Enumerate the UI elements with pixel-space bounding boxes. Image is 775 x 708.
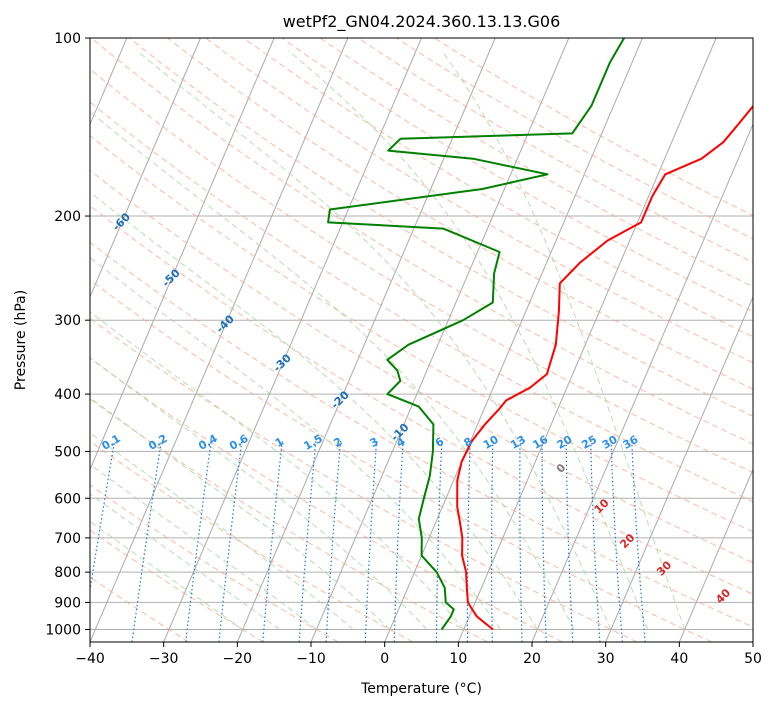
mixing-ratio-line xyxy=(565,440,574,642)
x-tick-label: −10 xyxy=(296,651,326,667)
y-axis-label: Pressure (hPa) xyxy=(13,290,29,390)
isotherm-line xyxy=(457,38,717,642)
mixing-ratio-line xyxy=(519,440,523,642)
moist-adiabat xyxy=(90,311,465,630)
dry-adiabat xyxy=(90,357,563,642)
moist-adiabat xyxy=(441,50,686,630)
dry-adiabat xyxy=(205,38,753,364)
dry-adiabat xyxy=(90,68,753,474)
dry-adiabat xyxy=(90,101,753,503)
isotherm-line xyxy=(531,123,753,642)
y-tick-label: 1000 xyxy=(45,622,81,638)
x-tick-label: 20 xyxy=(523,651,541,667)
mixing-ratio-line xyxy=(466,440,471,642)
dry-adiabat xyxy=(90,38,753,445)
dry-adiabat xyxy=(243,38,753,338)
mixing-ratio-line xyxy=(185,440,212,642)
temperature-profile-line xyxy=(456,104,753,631)
moist-adiabat xyxy=(90,256,501,630)
plot-frame xyxy=(89,37,754,643)
axes: −40 −30 −20 −10 0 10 20 30 40 50 100 200 300 400 500 60… xyxy=(45,31,762,667)
mixing-ratio-line xyxy=(393,440,404,642)
x-tick-label: 40 xyxy=(670,651,688,667)
y-tick-label: 100 xyxy=(54,31,81,47)
mixing-ratio-line xyxy=(131,440,162,642)
dry-adiabat xyxy=(90,205,753,595)
y-tick-label: 600 xyxy=(54,491,81,507)
isotherm-line xyxy=(163,38,422,642)
x-tick-label: −30 xyxy=(149,651,179,667)
dewpoint-profile-line xyxy=(327,38,625,631)
y-tick-label: 200 xyxy=(54,209,81,225)
y-tick-label: 700 xyxy=(54,531,81,547)
x-tick-label: 30 xyxy=(597,651,615,667)
mixing-ratio-line xyxy=(218,440,243,642)
isotherm-line xyxy=(90,38,349,642)
y-tick-label: 500 xyxy=(54,444,81,460)
mixing-ratio-line xyxy=(298,440,317,642)
mixing-ratio-line xyxy=(325,440,342,642)
moist-adiabat xyxy=(90,191,538,630)
y-tick-label: 400 xyxy=(54,387,81,403)
dry-adiabat xyxy=(90,135,753,533)
isotherm-line xyxy=(384,38,643,642)
x-tick-label: 10 xyxy=(449,651,467,667)
isotherm-line xyxy=(678,468,753,642)
isotherm-line xyxy=(90,38,201,299)
x-tick-label: −20 xyxy=(223,651,253,667)
dry-adiabat xyxy=(90,169,753,564)
plot-area: -100-90-80-70-60-50-40-30-20-100.10.20.4… xyxy=(90,38,753,642)
mixing-ratio-line xyxy=(610,440,623,642)
moist-adiabat xyxy=(136,50,612,630)
x-tick-label: −40 xyxy=(75,651,105,667)
moist-adiabat xyxy=(288,50,649,630)
dry-adiabat xyxy=(90,241,753,628)
mixing-ratio-line xyxy=(435,440,443,642)
dry-adiabat xyxy=(167,38,753,390)
moist-adiabat xyxy=(90,520,243,630)
moist-adiabat xyxy=(90,357,428,630)
chart-title: wetPf2_GN04.2024.360.13.13.G06 xyxy=(283,12,561,32)
moist-adiabat xyxy=(90,493,280,630)
mixing-ratio-line xyxy=(590,440,601,642)
y-tick-label: 800 xyxy=(54,565,81,581)
x-tick-label: 0 xyxy=(380,651,389,667)
mixing-ratio-line xyxy=(364,440,378,642)
mixing-ratio-line xyxy=(262,440,283,642)
isotherm-line xyxy=(236,38,496,642)
dry-adiabat xyxy=(90,317,638,642)
mixing-ratio-line xyxy=(541,440,547,642)
moist-adiabat xyxy=(90,396,391,630)
y-tick-label: 300 xyxy=(54,313,81,329)
dry-adiabat xyxy=(129,38,753,417)
isotherm-line xyxy=(605,295,753,642)
mixing-ratio-line xyxy=(631,440,646,642)
x-axis-label: Temperature (°C) xyxy=(360,681,482,697)
moist-adiabat xyxy=(90,432,354,630)
y-tick-label: 900 xyxy=(54,595,81,611)
mixing-ratio-line xyxy=(490,440,494,642)
x-tick-label: 50 xyxy=(744,651,762,667)
dry-adiabat xyxy=(90,484,339,642)
isotherm-line xyxy=(90,38,275,471)
